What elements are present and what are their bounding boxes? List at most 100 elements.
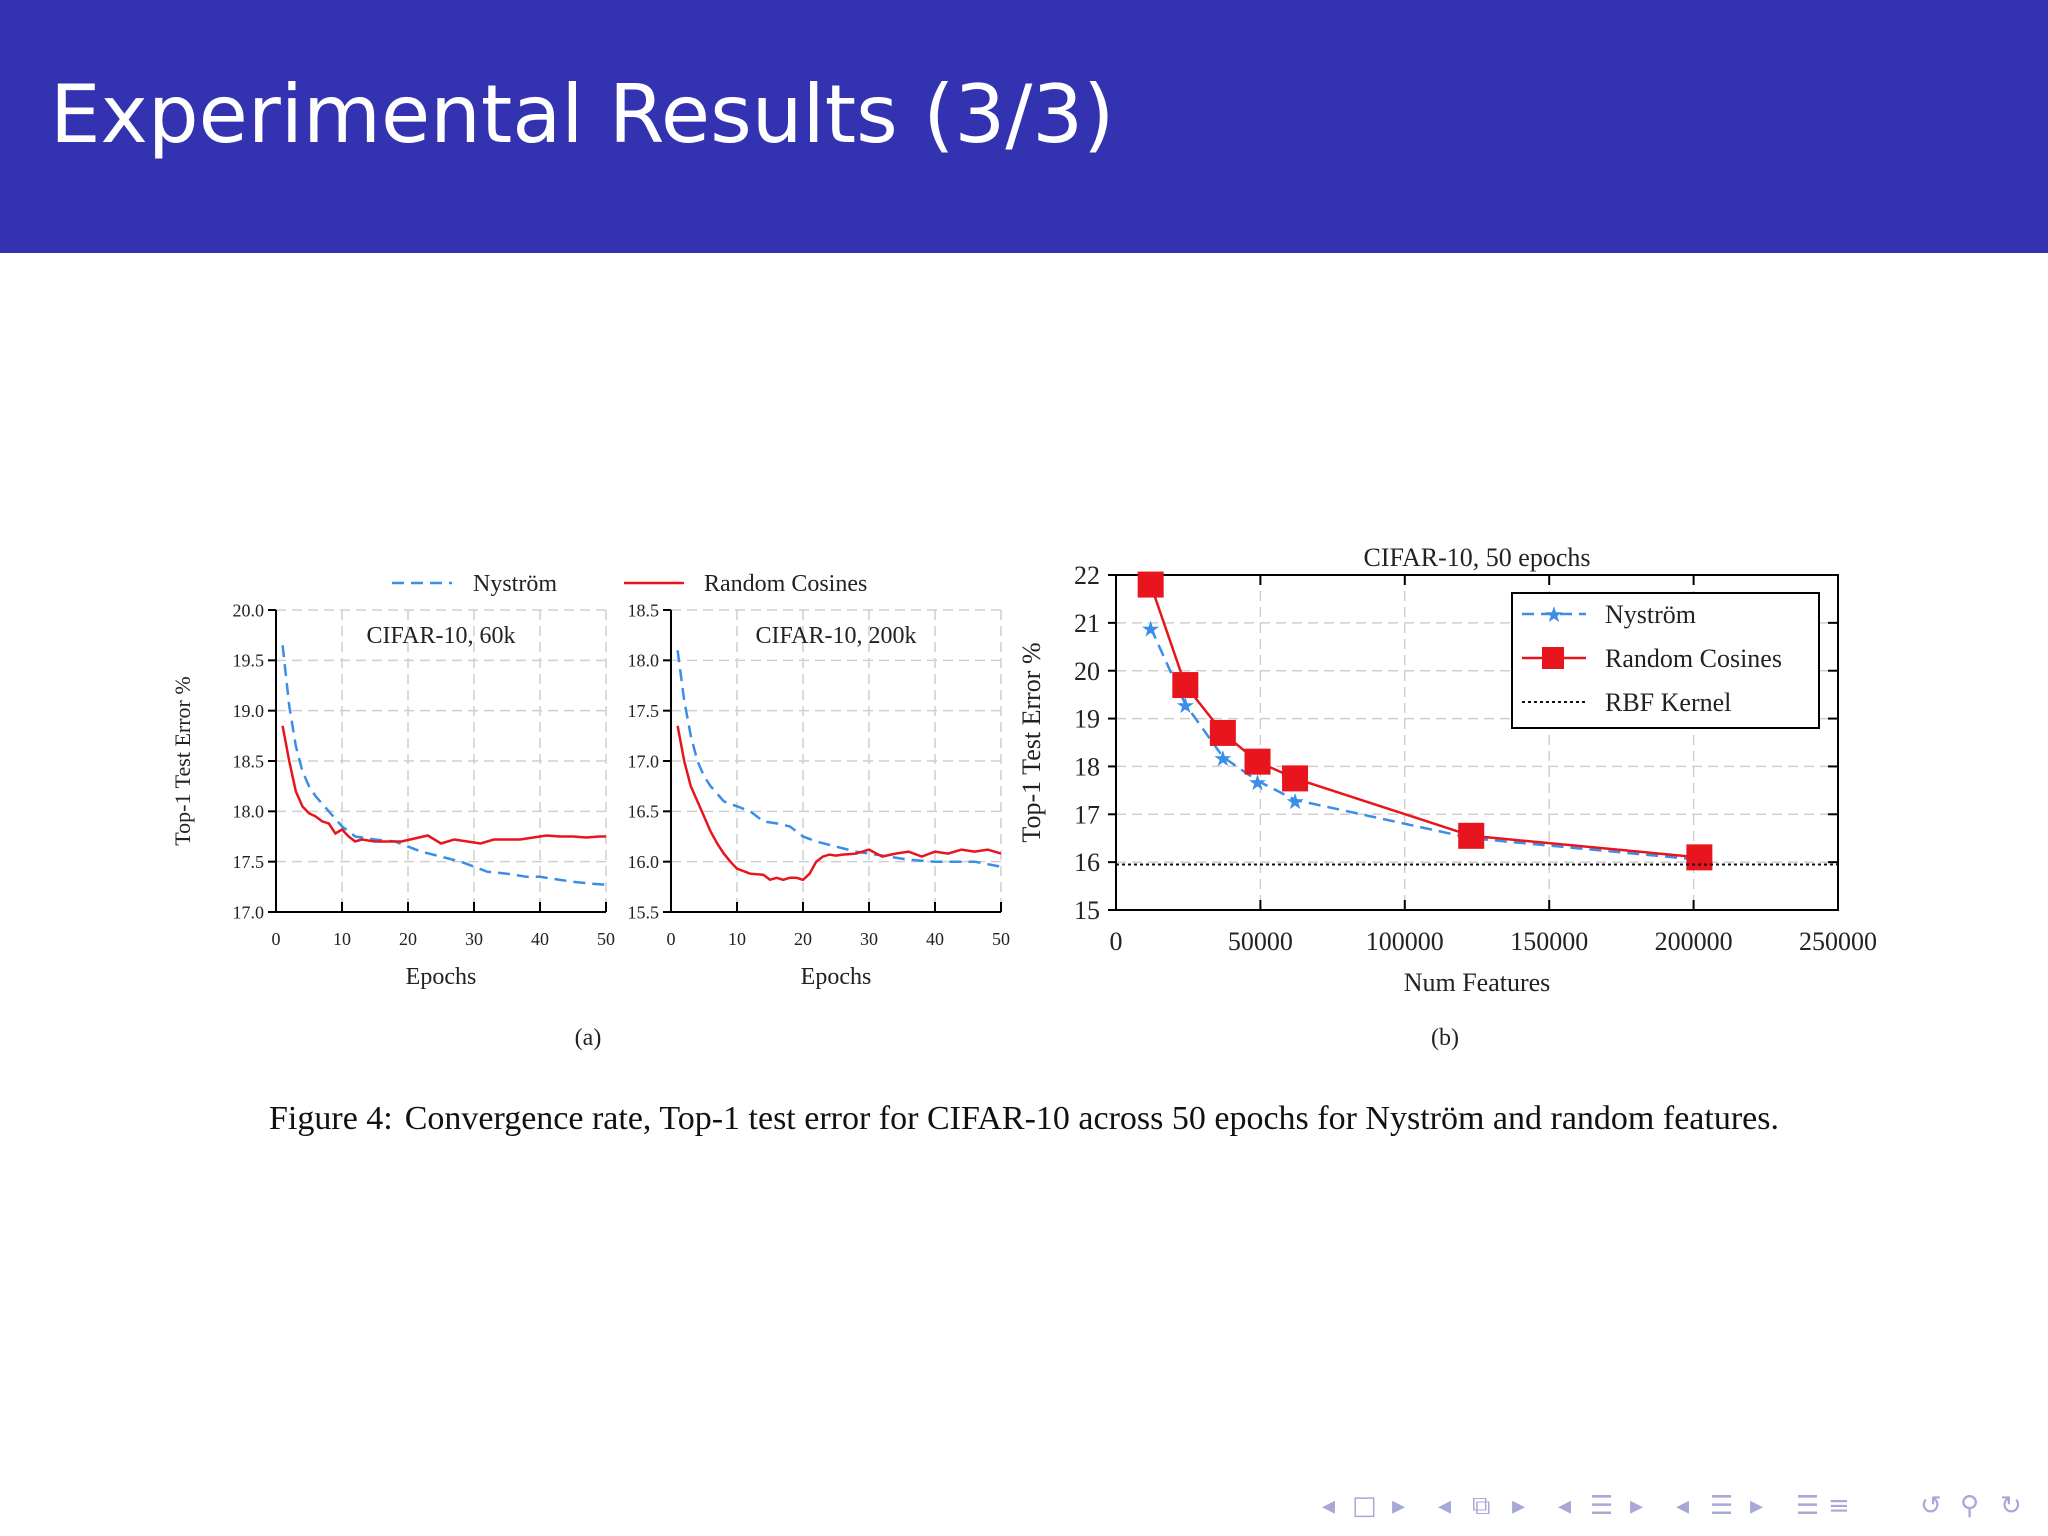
x-tick-label: 200000 (1655, 927, 1733, 956)
y-tick-label: 16 (1074, 848, 1100, 877)
triangle-right-icon[interactable]: ▸ (1392, 1491, 1406, 1521)
legend-b: ★ Nyström Random Cosines RBF Kernel (1511, 592, 1820, 729)
y-tick-label: 16.0 (628, 852, 660, 872)
plot-frame (1115, 574, 1839, 911)
x-tick-label: 50 (992, 929, 1010, 949)
x-tick-label: 50 (597, 929, 615, 949)
y-tick-label: 17.5 (233, 852, 265, 872)
legend-label-nystrom: Nyström (473, 571, 557, 597)
subfigure-label-a: (a) (575, 1025, 602, 1051)
data-point-star: ★ (1285, 789, 1305, 814)
data-point-square (1209, 719, 1236, 746)
triangle-left-icon[interactable]: ◂ (1322, 1491, 1336, 1521)
x-tick-label: 0 (272, 929, 281, 949)
triangle-left-icon[interactable]: ◂ (1676, 1491, 1690, 1521)
series-line-nystr-m (676, 650, 1001, 868)
legend-label: Nyström (1605, 600, 1696, 629)
series-line-random-cosines (281, 725, 606, 845)
chart-title: CIFAR-10, 60k (367, 623, 516, 649)
frame-icon[interactable]: □ (1352, 1491, 1377, 1521)
data-point-square (1458, 822, 1485, 849)
triangle-right-icon[interactable]: ▸ (1750, 1491, 1764, 1521)
x-tick-label: 0 (1110, 927, 1123, 956)
x-tick-label: 10 (728, 929, 746, 949)
y-tick-label: 17.0 (233, 902, 265, 922)
data-point-star: ★ (1248, 770, 1268, 795)
x-tick-label: 30 (860, 929, 878, 949)
triangle-left-icon[interactable]: ◂ (1558, 1491, 1572, 1521)
x-tick-label: 30 (465, 929, 483, 949)
y-tick-label: 18.5 (628, 600, 660, 620)
y-tick-label: 17.0 (628, 751, 660, 771)
x-tick-label: 0 (667, 929, 676, 949)
series-line-random-cosines (676, 725, 1001, 882)
y-tick-label: 18.0 (233, 802, 265, 822)
x-axis-label: Epochs (406, 964, 477, 990)
beamer-navigation-bar[interactable]: ◂ □ ▸ ◂ ⧉ ▸ ◂ ☰ ▸ ◂ ☰ ▸ ☰ ≡ ↺ ⚲ ↻ (1310, 1488, 2040, 1524)
y-tick-label: 20 (1074, 657, 1100, 686)
y-tick-label: 18 (1074, 753, 1100, 782)
legend-label: RBF Kernel (1605, 688, 1731, 717)
search-icon[interactable]: ⚲ (1960, 1491, 1980, 1521)
list-icon[interactable]: ☰ (1710, 1491, 1734, 1521)
x-tick-label: 40 (531, 929, 549, 949)
subsection-icon[interactable]: ⧉ (1472, 1491, 1491, 1521)
chart-2: 0 10 20 30 40 50 15.5 16.0 16.5 17.0 17.5 18.0 18.5 C… (628, 600, 1011, 990)
x-tick-label: 20 (399, 929, 417, 949)
chart-title: CIFAR-10, 50 epochs (1363, 543, 1590, 572)
data-point-star: ★ (1175, 693, 1195, 718)
data-point-star: ★ (1141, 617, 1161, 642)
legend-label-random-cosines: Random Cosines (704, 571, 867, 597)
caption-label: Figure 4: (269, 1100, 393, 1137)
y-axis-label: Top-1 Test Error % (170, 676, 195, 845)
y-tick-label: 19 (1074, 705, 1100, 734)
menu-icon[interactable]: ≡ (1828, 1491, 1850, 1521)
section-icon[interactable]: ☰ (1590, 1491, 1614, 1521)
data-point-square (1686, 844, 1713, 871)
x-axis-label: Num Features (1404, 968, 1551, 997)
slide-title: Experimental Results (3/3) (50, 68, 1115, 161)
redo-icon[interactable]: ↻ (2000, 1491, 2022, 1521)
y-tick-label: 20.0 (233, 600, 265, 620)
triangle-right-icon[interactable]: ▸ (1512, 1491, 1526, 1521)
x-tick-label: 100000 (1366, 927, 1444, 956)
legend-a: Nyström Random Cosines (392, 571, 867, 597)
y-tick-label: 15 (1074, 896, 1100, 925)
y-tick-label: 17 (1074, 800, 1100, 829)
data-point-square (1244, 748, 1271, 775)
data-point-square (1282, 765, 1309, 792)
data-point-square (1172, 672, 1199, 699)
x-tick-label: 250000 (1799, 927, 1877, 956)
x-tick-label: 10 (333, 929, 351, 949)
x-tick-label: 20 (794, 929, 812, 949)
series-line-nystr-m (1149, 627, 1700, 862)
y-tick-label: 16.5 (628, 802, 660, 822)
y-axis-label: Top-1 Test Error % (1017, 642, 1046, 842)
slide-header: Experimental Results (3/3) (0, 0, 2048, 253)
triangle-right-icon[interactable]: ▸ (1630, 1491, 1644, 1521)
y-tick-label: 15.5 (628, 902, 660, 922)
y-tick-label: 18.5 (233, 751, 265, 771)
chart-3: 0 50000 100000 150000 200000 250000 15 16 17 18 19… (1017, 543, 1877, 997)
figure-caption: Figure 4: Convergence rate, Top-1 test er… (0, 1100, 2048, 1138)
x-axis-label: Epochs (801, 964, 872, 990)
series-line-nystr-m (281, 645, 606, 887)
chart-1: 0 10 20 30 40 50 17.0 17.5 18.0 18.5 19.0 19.5 20.0 C… (170, 600, 615, 990)
chart-title: CIFAR-10, 200k (756, 623, 917, 649)
data-point-square (1137, 571, 1164, 598)
y-tick-label: 22 (1074, 561, 1100, 590)
align-icon[interactable]: ☰ (1796, 1491, 1820, 1521)
y-tick-label: 19.5 (233, 651, 265, 671)
triangle-left-icon[interactable]: ◂ (1438, 1491, 1452, 1521)
undo-icon[interactable]: ↺ (1920, 1491, 1942, 1521)
x-tick-label: 150000 (1510, 927, 1588, 956)
caption-text: Convergence rate, Top-1 test error for C… (404, 1100, 1779, 1137)
y-tick-label: 21 (1074, 609, 1100, 638)
y-tick-label: 17.5 (628, 701, 660, 721)
y-tick-label: 18.0 (628, 651, 660, 671)
y-tick-label: 19.0 (233, 701, 265, 721)
x-tick-label: 50000 (1228, 927, 1293, 956)
legend-marker-star: ★ (1544, 602, 1564, 627)
legend-label: Random Cosines (1605, 644, 1782, 673)
